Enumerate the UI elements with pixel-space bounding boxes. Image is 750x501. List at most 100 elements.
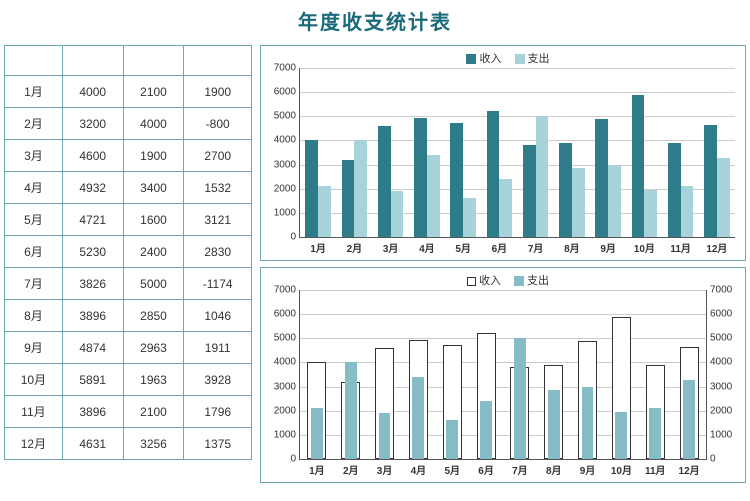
page-title: 年度收支统计表 [0,0,750,45]
bar-expense [683,380,695,459]
table-cell: 4631 [62,428,123,460]
bar-income [487,111,500,237]
table-cell: 1600 [123,204,184,236]
charts-container: 收入 支出 010002000300040005000600070001月2月3… [260,45,746,483]
y-axis-label-right: 2000 [706,405,732,416]
table-cell: 1911 [184,332,252,364]
legend-swatch-expense [515,54,525,64]
table-header-cell [123,46,184,76]
bar-expense [548,390,560,459]
table-cell: 6月 [5,236,63,268]
y-axis-label: 5000 [274,333,300,344]
y-axis-label-right: 7000 [706,285,732,296]
bar-expense [379,413,391,459]
table-cell: 8月 [5,300,63,332]
table-row: 11月389621001796 [5,396,252,428]
table-cell: 4000 [123,108,184,140]
table-cell: 1月 [5,76,63,108]
y-axis-label-right: 3000 [706,381,732,392]
y-axis-label: 6000 [274,309,300,320]
data-table: 1月4000210019002月32004000-8003月4600190027… [4,45,252,460]
x-axis-label: 3月 [383,237,399,255]
table-cell: 2830 [184,236,252,268]
table-cell: 3200 [62,108,123,140]
table-cell: 1046 [184,300,252,332]
y-axis-label: 1000 [274,429,300,440]
table-cell: 3896 [62,396,123,428]
table-cell: 3826 [62,268,123,300]
y-axis-label-right: 1000 [706,429,732,440]
chart-bottom: 收入 支出 0010001000200020003000300040004000… [260,267,746,483]
table-cell: 1796 [184,396,252,428]
table-cell: 9月 [5,332,63,364]
bar-income [632,95,645,237]
x-axis-label: 8月 [546,459,562,477]
table-cell: 3256 [123,428,184,460]
x-axis-label: 11月 [670,237,691,255]
table-cell: 1963 [123,364,184,396]
table-cell: 2963 [123,332,184,364]
bar-expense [681,186,694,237]
bar-expense [412,377,424,459]
x-axis-label: 1月 [309,459,325,477]
bar-income [559,143,572,237]
x-axis-label: 9月 [580,459,596,477]
bar-expense [345,362,357,459]
x-axis-label: 10月 [634,237,655,255]
y-axis-label-right: 0 [706,454,716,465]
legend-label-income: 收入 [479,275,501,287]
bar-income [523,145,536,237]
table-cell: 4874 [62,332,123,364]
table-cell: -1174 [184,268,252,300]
x-axis-label: 4月 [419,237,435,255]
y-axis-label: 3000 [274,381,300,392]
bar-income [704,125,717,237]
y-axis-label: 7000 [274,63,300,74]
table-cell: 2100 [123,396,184,428]
table-cell: 1900 [123,140,184,172]
bar-expense [572,168,585,237]
table-cell: 1375 [184,428,252,460]
table-row: 1月400021001900 [5,76,252,108]
x-axis-label: 11月 [645,459,666,477]
x-axis-label: 5月 [444,459,460,477]
x-axis-label: 3月 [377,459,393,477]
x-axis-label: 6月 [492,237,508,255]
table-cell: 1532 [184,172,252,204]
x-axis-label: 9月 [600,237,616,255]
x-axis-label: 7月 [512,459,528,477]
y-axis-label-right: 5000 [706,333,732,344]
table-cell: 2700 [184,140,252,172]
table-cell: 3928 [184,364,252,396]
bar-expense [499,179,512,237]
table-row: 7月38265000-1174 [5,268,252,300]
y-axis-label: 7000 [274,285,300,296]
y-axis-label: 3000 [274,159,300,170]
bar-expense [427,155,440,237]
table-cell: 2400 [123,236,184,268]
legend-label-expense: 支出 [527,275,549,287]
legend-label-expense: 支出 [528,53,550,65]
bar-expense [644,190,657,237]
x-axis-label: 10月 [611,459,632,477]
x-axis-label: 4月 [411,459,427,477]
table-cell: 5230 [62,236,123,268]
bar-expense [608,165,621,237]
chart-top: 收入 支出 010002000300040005000600070001月2月3… [260,45,746,261]
legend-swatch-income-outline [467,277,476,286]
table-cell: 1900 [184,76,252,108]
y-axis-label: 2000 [274,405,300,416]
table-cell: 3月 [5,140,63,172]
x-axis-label: 5月 [455,237,471,255]
table-header-cell [5,46,63,76]
bar-income [305,140,318,237]
bar-income [668,143,681,237]
table-header-cell [62,46,123,76]
y-axis-label: 5000 [274,111,300,122]
table-cell: 4932 [62,172,123,204]
table-cell: 5891 [62,364,123,396]
table-row: 12月463132561375 [5,428,252,460]
bar-expense [615,412,627,459]
table-cell: 2850 [123,300,184,332]
bar-expense [311,408,323,459]
